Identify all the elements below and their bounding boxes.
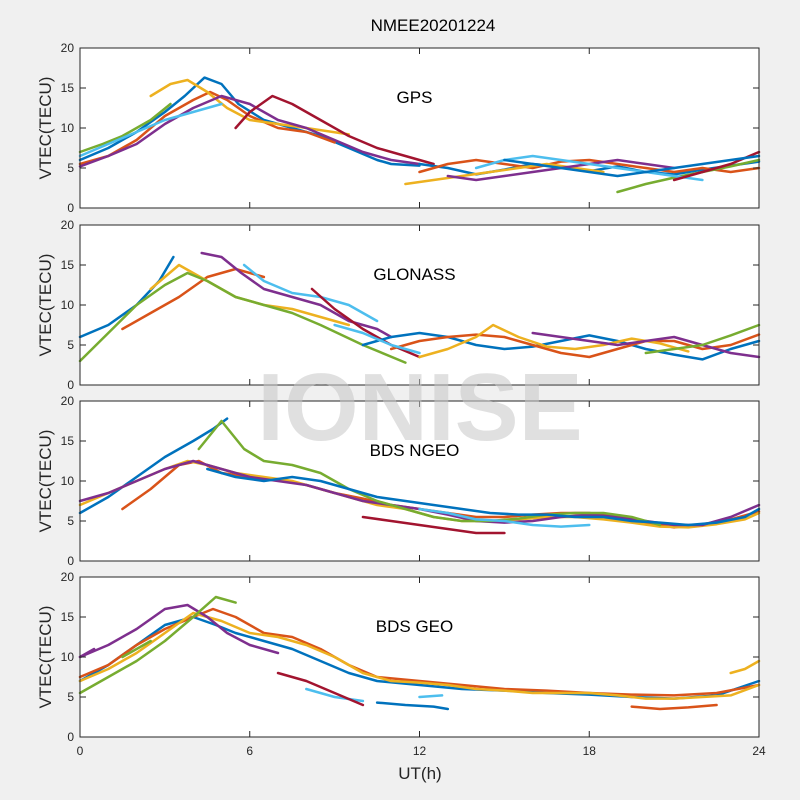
y-axis-label: VTEC(TECU) xyxy=(36,430,55,533)
x-tick-label: 18 xyxy=(583,744,597,758)
series-line xyxy=(276,671,365,707)
y-tick-label: 15 xyxy=(61,434,75,448)
series-line xyxy=(418,507,591,528)
panel-3: 0 5 10 15 20 VTEC(TECU) BDS NGEO xyxy=(36,394,761,568)
series-line xyxy=(78,603,280,659)
series-line xyxy=(361,515,506,535)
panel-label: BDS GEO xyxy=(376,617,453,636)
y-axis-label: VTEC(TECU) xyxy=(36,77,55,180)
series-line xyxy=(729,659,761,675)
series-line xyxy=(375,701,450,711)
x-tick-label: 0 xyxy=(77,744,84,758)
y-tick-label: 15 xyxy=(61,81,75,95)
y-tick-label: 20 xyxy=(61,218,75,232)
y-tick-label: 15 xyxy=(61,610,75,624)
series-line xyxy=(149,78,351,136)
y-tick-label: 5 xyxy=(67,514,74,528)
series-line xyxy=(78,90,336,166)
series-line xyxy=(474,154,704,182)
y-axis-label: VTEC(TECU) xyxy=(36,606,55,709)
y-tick-label: 5 xyxy=(67,338,74,352)
y-tick-label: 10 xyxy=(61,650,75,664)
series-line xyxy=(361,331,761,361)
panel-label: GPS xyxy=(397,88,433,107)
series-line xyxy=(310,287,421,359)
y-tick-label: 15 xyxy=(61,258,75,272)
series-line xyxy=(418,323,690,359)
series-line xyxy=(121,639,152,659)
series-line xyxy=(121,267,266,331)
series-line xyxy=(78,102,172,154)
panel-label: BDS NGEO xyxy=(370,441,460,460)
series-line xyxy=(206,467,761,527)
y-tick-label: 0 xyxy=(67,554,74,568)
watermark: IONISE xyxy=(257,354,582,461)
y-tick-label: 20 xyxy=(61,394,75,408)
plot-area xyxy=(80,577,759,737)
plot-area xyxy=(80,48,759,208)
series-line xyxy=(644,323,761,355)
plot-area xyxy=(80,401,759,561)
panel-2: 0 5 10 15 20 VTEC(TECU) GLONASS xyxy=(36,218,761,392)
x-tick-label: 6 xyxy=(246,744,253,758)
panel-1: 0 5 10 15 20 VTEC(TECU) GPS xyxy=(36,41,761,215)
series-line xyxy=(503,154,761,178)
series-line xyxy=(78,611,761,700)
series-line xyxy=(234,94,435,166)
series-line xyxy=(78,417,229,515)
series-line xyxy=(78,102,223,158)
y-tick-label: 0 xyxy=(67,201,74,215)
series-line xyxy=(78,595,237,695)
y-tick-label: 20 xyxy=(61,41,75,55)
series-line xyxy=(197,419,662,527)
y-tick-label: 10 xyxy=(61,474,75,488)
panel-4: 0 6 12 18 24 0 5 10 15 20 VTEC(TECU) BDS GEO xyxy=(36,570,766,758)
series-line xyxy=(418,158,761,174)
y-tick-label: 20 xyxy=(61,570,75,584)
chart-title: NMEE20201224 xyxy=(371,16,496,35)
series-line xyxy=(418,694,444,699)
y-tick-label: 0 xyxy=(67,378,74,392)
y-tick-label: 10 xyxy=(61,298,75,312)
series-line xyxy=(630,703,718,711)
series-line xyxy=(78,76,421,167)
plot-area xyxy=(80,225,759,385)
y-tick-label: 5 xyxy=(67,690,74,704)
panels: 0 5 10 15 20 VTEC(TECU) GPS 0 5 10 15 20 VTEC(TECU) G… xyxy=(36,41,766,758)
y-tick-label: 0 xyxy=(67,730,74,744)
y-tick-label: 10 xyxy=(61,121,75,135)
series-line xyxy=(200,251,393,339)
panel-label: GLONASS xyxy=(373,265,455,284)
x-tick-label: 24 xyxy=(752,744,766,758)
series-line xyxy=(389,333,761,359)
x-tick-label: 12 xyxy=(413,744,427,758)
y-tick-label: 5 xyxy=(67,161,74,175)
series-line xyxy=(242,263,379,323)
series-line xyxy=(531,331,761,359)
series-line xyxy=(78,647,96,659)
x-axis-label: UT(h) xyxy=(398,764,441,783)
y-axis-label: VTEC(TECU) xyxy=(36,254,55,357)
series-line xyxy=(333,323,421,355)
series-line xyxy=(78,94,421,168)
series-line xyxy=(78,271,407,364)
